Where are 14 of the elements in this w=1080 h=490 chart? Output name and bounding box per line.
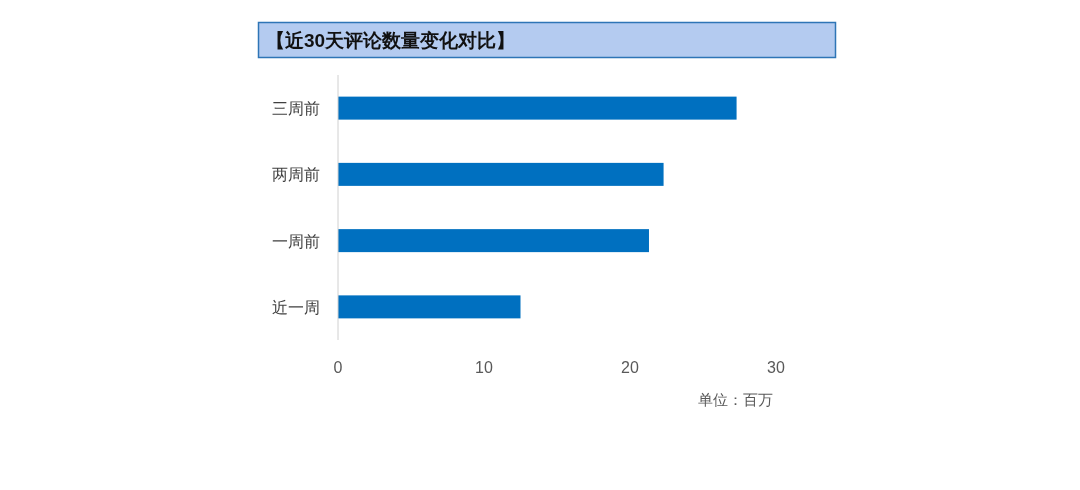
y-tick-label: 近一周 <box>272 298 320 316</box>
bar <box>338 229 649 253</box>
bar <box>338 162 664 186</box>
y-tick-label: 一周前 <box>272 232 320 250</box>
x-tick-label: 20 <box>621 359 639 376</box>
text: 单位：百万 <box>698 391 773 408</box>
y-tick-label: 三周前 <box>272 100 320 118</box>
bar <box>338 96 737 120</box>
y-tick-label: 两周前 <box>272 166 320 184</box>
x-tick-label: 30 <box>767 359 785 376</box>
bar <box>338 295 521 319</box>
x-tick-label: 10 <box>475 359 493 376</box>
x-tick-label: 0 <box>333 359 343 376</box>
chart-title: 【近30天评论数量变化对比】 <box>266 30 516 51</box>
